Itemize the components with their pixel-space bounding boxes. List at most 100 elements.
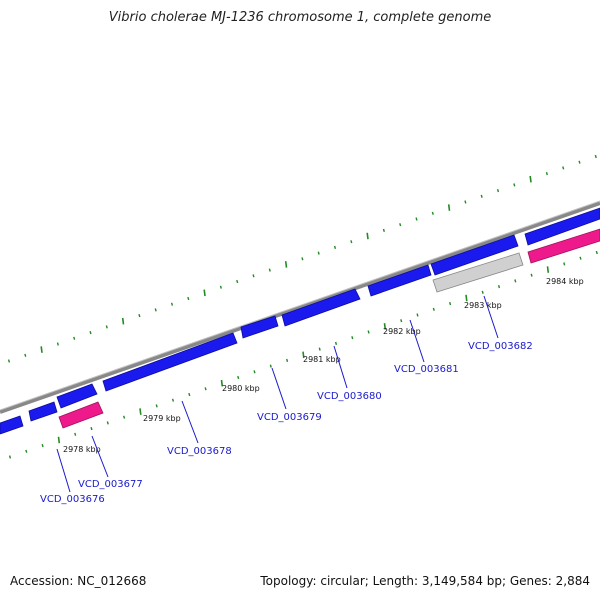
minor-tick	[481, 290, 484, 294]
minor-tick	[253, 370, 256, 374]
major-tick	[40, 346, 43, 353]
minor-tick	[123, 415, 126, 419]
reverse-genes	[58, 228, 600, 429]
leader-line	[333, 345, 348, 389]
gene-label-vcd-003677[interactable]: VCD_003677	[78, 479, 143, 490]
major-tick	[383, 323, 387, 330]
gene-label-vcd-003678[interactable]: VCD_003678	[167, 446, 232, 457]
scale-label: 2982 kbp	[383, 327, 421, 336]
minor-tick	[89, 331, 92, 335]
minor-tick	[399, 223, 402, 227]
minor-tick	[432, 307, 435, 311]
forward-genes	[0, 207, 600, 435]
major-tick	[302, 351, 305, 359]
accession-text: Accession: NC_012668	[10, 574, 147, 588]
minor-tick	[578, 160, 581, 164]
minor-tick	[170, 302, 174, 306]
minor-tick	[7, 359, 11, 363]
minor-tick	[594, 154, 597, 159]
gene-arrow[interactable]	[527, 228, 600, 264]
minor-tick	[545, 172, 548, 176]
minor-tick	[318, 347, 321, 351]
minor-tick	[219, 285, 222, 289]
major-tick	[139, 408, 142, 415]
minor-tick	[74, 432, 77, 436]
major-tick	[57, 436, 61, 444]
minor-tick	[90, 427, 93, 431]
scale-labels: 2978 kbp 2979 kbp 2980 kbp 2981 kbp 2982…	[63, 277, 584, 454]
leader-line	[409, 319, 425, 363]
gene-label-vcd-003680[interactable]: VCD_003680	[317, 391, 382, 402]
minor-tick	[464, 200, 467, 204]
scale-label: 2981 kbp	[303, 355, 341, 364]
minor-tick	[513, 183, 516, 187]
gene-arrow[interactable]	[240, 315, 279, 339]
gene-label-vcd-003682[interactable]: VCD_003682	[468, 341, 533, 352]
minor-tick	[236, 279, 239, 284]
minor-tick	[301, 257, 304, 261]
minor-tick	[350, 240, 353, 244]
minor-tick	[514, 279, 517, 283]
minor-tick	[333, 245, 337, 249]
minor-tick	[56, 342, 59, 346]
scale-label: 2978 kbp	[63, 445, 101, 454]
minor-tick	[155, 404, 158, 408]
major-tick	[220, 379, 224, 387]
minor-tick	[237, 375, 240, 380]
scale-label: 2979 kbp	[143, 414, 181, 423]
minor-tick	[106, 421, 109, 425]
scale-label: 2984 kbp	[546, 277, 584, 286]
gene-arrow[interactable]	[58, 401, 104, 429]
gene-arrow[interactable]	[367, 264, 432, 297]
minor-tick	[497, 285, 501, 289]
minor-tick	[563, 262, 566, 266]
minor-tick	[416, 313, 419, 317]
major-tick	[465, 294, 468, 302]
minor-tick	[367, 330, 370, 334]
minor-tick	[334, 341, 338, 345]
minor-tick	[73, 336, 76, 340]
minor-tick	[431, 211, 434, 215]
minor-tick	[187, 296, 190, 301]
major-tick	[121, 317, 125, 325]
gene-arrow[interactable]	[102, 332, 238, 392]
genome-summary-text: Topology: circular; Length: 3,149,584 bp…	[260, 574, 590, 588]
minor-tick	[171, 398, 175, 402]
major-tick	[546, 266, 550, 273]
minor-tick	[415, 217, 418, 221]
minor-tick	[252, 274, 255, 278]
minor-tick	[138, 314, 141, 318]
gene-label-vcd-003681[interactable]: VCD_003681	[394, 364, 459, 375]
minor-tick	[269, 364, 272, 368]
minor-tick	[449, 302, 452, 306]
gene-arrow[interactable]	[281, 288, 361, 327]
gene-label-vcd-003679[interactable]: VCD_003679	[257, 412, 322, 423]
minor-tick	[317, 251, 320, 255]
gene-arrow[interactable]	[0, 415, 24, 435]
leader-line	[271, 367, 287, 410]
genome-title: Vibrio cholerae MJ-1236 chromosome 1, co…	[108, 10, 492, 25]
minor-tick	[286, 358, 289, 362]
minor-tick	[579, 256, 582, 260]
minor-tick	[530, 273, 533, 277]
gene-arrow[interactable]	[56, 383, 98, 409]
minor-tick	[188, 392, 191, 397]
major-tick	[284, 261, 288, 268]
minor-tick	[154, 308, 157, 312]
feature-arrow[interactable]	[432, 252, 524, 293]
backbone-highlight	[0, 200, 600, 411]
outer-tick-row	[7, 154, 597, 363]
gene-arrow[interactable]	[524, 207, 600, 246]
major-tick	[203, 289, 206, 297]
gene-leader-lines	[56, 295, 499, 493]
minor-tick	[480, 194, 483, 198]
minor-tick	[562, 166, 565, 170]
minor-tick	[382, 228, 385, 232]
minor-tick	[41, 444, 44, 448]
leader-line	[181, 400, 199, 444]
gene-arrow[interactable]	[28, 401, 58, 422]
gene-arrow[interactable]	[430, 234, 519, 276]
minor-tick	[105, 325, 108, 329]
gene-label-vcd-003676[interactable]: VCD_003676	[40, 494, 105, 505]
